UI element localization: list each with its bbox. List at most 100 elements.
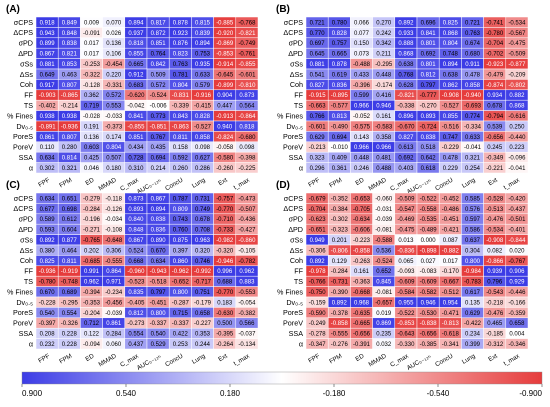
cell-value-label: 0.764 xyxy=(151,52,167,58)
column-label: MMAD xyxy=(98,176,119,192)
cell-value-label: -0.667 xyxy=(442,280,460,286)
cell-value-label: -0.031 xyxy=(375,207,393,213)
cell-value-label: -0.838 xyxy=(420,321,438,327)
cell-value-label: 0.864 xyxy=(106,269,122,275)
row-label: σCPS xyxy=(284,194,303,203)
cell-value-label: 0.797 xyxy=(421,83,437,89)
cell-value-label: 0.448 xyxy=(376,72,392,78)
cell-value-label: 0.800 xyxy=(465,259,481,265)
cell-value-label: 0.478 xyxy=(443,156,459,162)
cell-value-label: 0.767 xyxy=(151,135,167,141)
cell-value-label: 0.892 xyxy=(398,20,414,26)
cell-value-label: -0.766 xyxy=(309,280,327,286)
cell-value-label: 0.488 xyxy=(376,166,392,172)
column-label: FPM xyxy=(58,353,73,366)
cell-value-label: -0.656 xyxy=(420,332,438,338)
cell-value-label: -0.518 xyxy=(150,280,168,286)
cell-value-label: -0.490 xyxy=(331,124,349,130)
cell-value-label: -0.582 xyxy=(420,290,438,296)
cell-value-label: 0.270 xyxy=(376,20,392,26)
cell-value-label: 0.807 xyxy=(62,135,78,141)
heatmap-cell xyxy=(505,338,529,350)
cell-value-label: -0.920 xyxy=(216,31,234,37)
cell-value-label: 0.860 xyxy=(173,259,189,265)
cell-value-label: -0.415 xyxy=(194,104,212,110)
cell-value-label: -0.855 xyxy=(127,124,145,130)
cell-value-label: -0.010 xyxy=(331,145,349,151)
cell-value-label: -0.437 xyxy=(508,207,526,213)
row-label: Coh xyxy=(20,80,33,89)
cell-value-label: 0.234 xyxy=(465,332,481,338)
cell-value-label: 0.634 xyxy=(40,156,56,162)
cell-value-label: -0.270 xyxy=(420,104,438,110)
cell-value-label: 0.434 xyxy=(128,145,144,151)
cell-value-label: 0.250 xyxy=(509,124,525,130)
cell-value-label: -0.476 xyxy=(486,217,504,223)
cell-value-label: 0.201 xyxy=(332,238,348,244)
row-label: ΔCPS xyxy=(13,28,33,37)
cell-value-label: 0.651 xyxy=(62,196,78,202)
colorbar-tick-label: 0.180 xyxy=(220,389,241,398)
cell-value-label: 0.613 xyxy=(398,145,414,151)
cell-value-label: -0.081 xyxy=(375,290,393,296)
cell-value-label: -0.916 xyxy=(194,93,212,99)
cell-value-label: 0.828 xyxy=(332,31,348,37)
cell-value-label: -0.396 xyxy=(353,83,371,89)
cell-value-label: 0.065 xyxy=(398,259,414,265)
cell-value-label: -0.337 xyxy=(150,321,168,327)
cell-value-label: 0.098 xyxy=(195,145,211,151)
cell-value-label: 0.804 xyxy=(173,83,189,89)
cell-value-label: -0.489 xyxy=(420,228,438,234)
cell-value-label: -0.094 xyxy=(83,342,101,348)
column-label: MMAD xyxy=(368,176,389,192)
row-label: Dv₀.₅ xyxy=(286,122,303,131)
cell-value-label: 0.397 xyxy=(173,248,189,254)
cell-value-label: 0.464 xyxy=(62,248,78,254)
cell-value-label: -0.279 xyxy=(83,196,101,202)
cell-value-label: 0.938 xyxy=(62,114,78,120)
cell-value-label: -0.475 xyxy=(397,228,415,234)
column-label: ED xyxy=(84,176,95,187)
cell-value-label: -0.128 xyxy=(83,83,101,89)
column-label: t_max xyxy=(233,352,252,367)
cell-value-label: 0.801 xyxy=(421,62,437,68)
column-label: t_max xyxy=(233,176,252,191)
cell-value-label: 0.628 xyxy=(398,83,414,89)
cell-value-label: 0.358 xyxy=(376,135,392,141)
cell-value-label: 0.929 xyxy=(509,280,525,286)
cell-value-label: 0.416 xyxy=(376,93,392,99)
cell-value-label: 0.878 xyxy=(332,62,348,68)
cell-value-label: 0.894 xyxy=(151,207,167,213)
row-label: % Fines xyxy=(7,287,33,296)
cell-value-label: 0.286 xyxy=(195,166,211,172)
column-label: ConcU xyxy=(434,352,455,368)
heatmap-cell xyxy=(505,162,529,174)
cell-value-label: -0.213 xyxy=(309,145,327,151)
cell-value-label: 0.873 xyxy=(239,93,255,99)
cell-value-label: 0.403 xyxy=(398,166,414,172)
cell-value-label: 0.244 xyxy=(195,342,211,348)
cell-value-label: -0.982 xyxy=(216,238,234,244)
row-label: % Fines xyxy=(7,111,33,120)
cell-value-label: 0.796 xyxy=(487,280,503,286)
cell-value-label: 0.763 xyxy=(173,62,189,68)
cell-value-label: 0.507 xyxy=(106,156,122,162)
cell-value-label: -0.091 xyxy=(83,31,101,37)
cell-value-label: -0.851 xyxy=(150,124,168,130)
cell-value-label: 0.174 xyxy=(106,135,122,141)
cell-value-label: 0.821 xyxy=(62,52,78,58)
cell-value-label: -0.507 xyxy=(238,207,256,213)
cell-value-label: 0.751 xyxy=(195,290,211,296)
cell-value-label: -0.436 xyxy=(238,217,256,223)
column-label: ConcU xyxy=(164,352,185,368)
cell-value-label: -0.860 xyxy=(238,238,256,244)
cell-value-label: 0.818 xyxy=(239,124,255,130)
cell-value-label: 0.677 xyxy=(40,207,56,213)
row-label: TS xyxy=(24,277,33,286)
row-label: PoreV xyxy=(13,319,33,328)
cell-value-label: -0.923 xyxy=(486,62,504,68)
cell-value-label: 0.774 xyxy=(465,114,481,120)
cell-value-label: -0.352 xyxy=(331,196,349,202)
cell-value-label: 0.787 xyxy=(173,196,189,202)
cell-value-label: 0.841 xyxy=(421,31,437,37)
